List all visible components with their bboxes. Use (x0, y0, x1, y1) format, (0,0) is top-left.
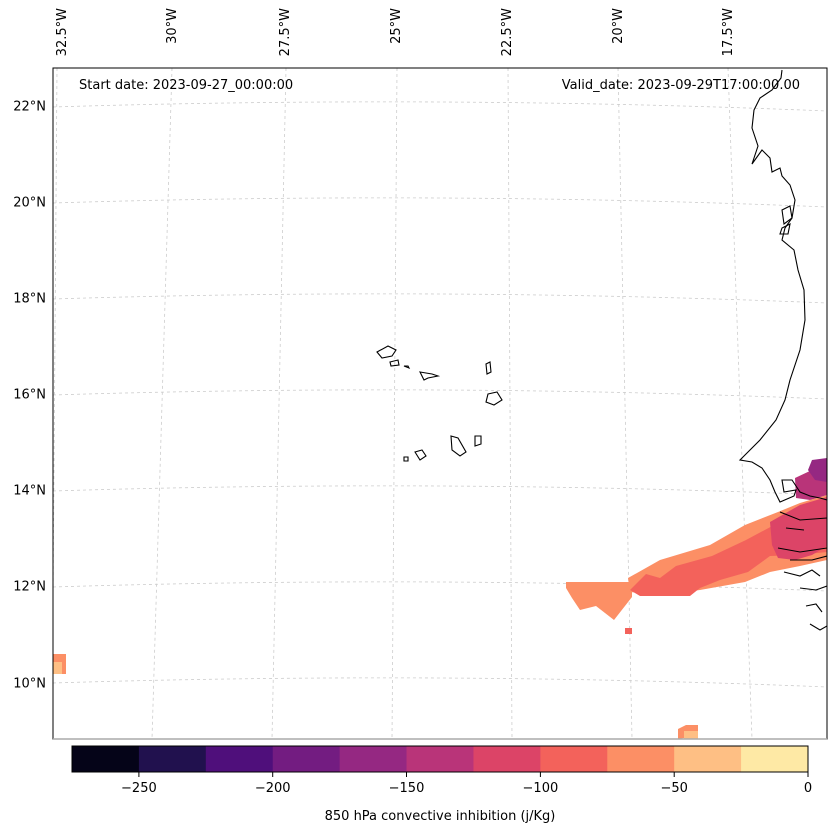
gridline-lat-18 (53, 293, 827, 304)
cin-band-purple (808, 458, 827, 482)
cin-band-light-orange (566, 582, 632, 620)
cape-verde-santa-luzia (403, 365, 411, 370)
gridline-lon-20 (617, 68, 633, 739)
canary-coast-island-2 (779, 223, 791, 235)
west-africa-coastline (738, 69, 827, 503)
gridline-lat-16 (53, 389, 827, 400)
gridline-lat-10 (53, 677, 827, 688)
colorbar-tick-label: −250 (121, 781, 157, 796)
colorbar (71, 745, 809, 777)
colorbar-swatch (473, 746, 541, 772)
gridline-lon-22-5 (507, 68, 513, 739)
gridline-lon-27-5 (271, 68, 287, 739)
gridline-lon-25 (391, 68, 398, 739)
colorbar-swatch (540, 746, 608, 772)
colorbar-swatch (406, 746, 474, 772)
cape-verde-sao-vicente (389, 359, 400, 367)
valid-date-label: Valid_date: 2023-09-29T17:00:00.00 (561, 78, 800, 93)
colorbar-swatch (339, 746, 408, 772)
gridline-lon-30 (151, 68, 173, 739)
colorbar-swatch (72, 746, 140, 772)
colorbar-swatch (205, 746, 274, 772)
colorbar-swatch (741, 746, 809, 772)
longitude-label: 27.5°W (278, 8, 293, 57)
longitude-label: 32.5°W (55, 8, 70, 57)
latitude-label: 16°N (13, 387, 46, 403)
colorbar-ticks (138, 772, 809, 777)
cape-verde-santiago (450, 435, 467, 457)
latitude-label: 22°N (13, 99, 46, 115)
gridline-lat-14 (53, 485, 827, 496)
latitude-label: 18°N (13, 291, 46, 307)
cin-band-west-edge-light (53, 662, 62, 674)
colorbar-swatches (72, 746, 809, 772)
colorbar-swatch (138, 746, 207, 772)
latitude-label: 10°N (13, 676, 46, 692)
cin-band-red-pink (770, 497, 827, 560)
latitude-label: 20°N (13, 195, 46, 211)
latitude-label: 12°N (13, 579, 46, 595)
latitude-gridlines (53, 101, 827, 688)
colorbar-swatch (607, 746, 675, 772)
colorbar-tick-label: −200 (254, 781, 291, 796)
colorbar-swatch (272, 746, 341, 772)
colorbar-swatch (674, 746, 742, 772)
colorbar-frame (71, 745, 809, 773)
colorbar-tick-label: −100 (522, 781, 559, 796)
cape-verde-brava (403, 456, 409, 462)
longitude-label: 17.5°W (721, 8, 736, 57)
cape-verde-sal (485, 361, 492, 375)
cin-band-south-light (684, 731, 698, 739)
longitude-label: 25°W (389, 8, 404, 44)
canary-coast-island (781, 205, 793, 225)
longitude-label: 20°W (611, 8, 626, 44)
colorbar-tick-label: −50 (660, 781, 688, 796)
cape-verde-fogo (414, 449, 427, 461)
cin-contours (53, 458, 827, 739)
colorbar-tick-label: −150 (388, 781, 425, 796)
gridline-lon-17-5 (727, 68, 753, 739)
cape-verde-maio (474, 435, 482, 447)
cape-verde-santo-antao (376, 345, 397, 359)
coastlines (376, 69, 827, 631)
gridline-lat-20 (53, 197, 827, 208)
colorbar-title: 850 hPa convective inhibition (j/Kg) (324, 809, 556, 824)
longitude-label: 30°W (165, 8, 180, 44)
longitude-label: 22.5°W (500, 8, 515, 57)
map-background (53, 68, 827, 739)
cape-verde-boa-vista (485, 391, 503, 406)
africa-coast-south (777, 511, 827, 631)
longitude-gridlines (53, 68, 753, 739)
gridline-lat-22 (53, 101, 827, 112)
gridline-lat-12 (53, 581, 827, 592)
colorbar-tick-label: 0 (803, 781, 813, 796)
latitude-label: 14°N (13, 483, 46, 499)
cin-band-small (625, 628, 632, 634)
cape-verde-sao-nicolau (419, 371, 441, 381)
start-date-label: Start date: 2023-09-27_00:00:00 (79, 78, 294, 93)
